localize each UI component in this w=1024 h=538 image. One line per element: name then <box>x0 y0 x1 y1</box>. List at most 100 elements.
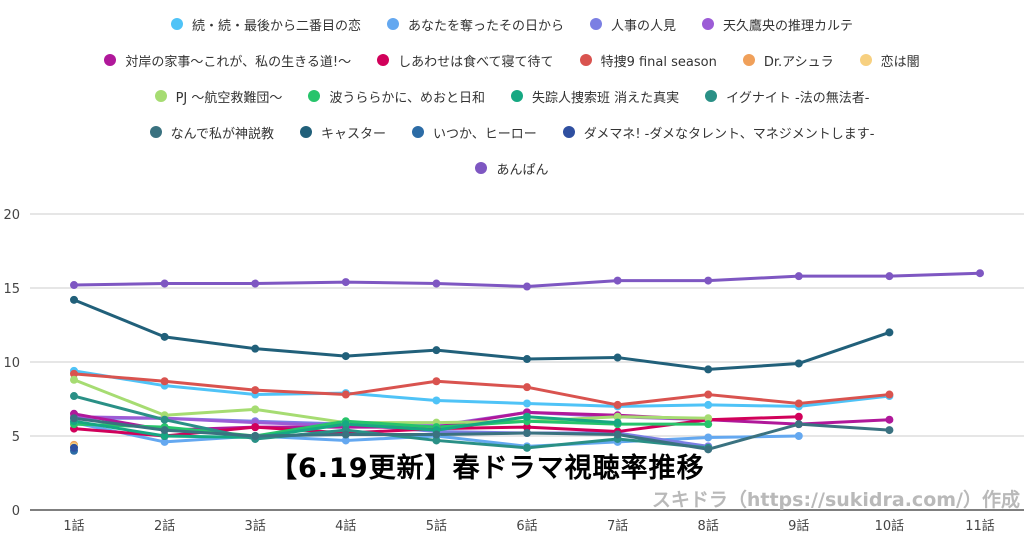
series-line <box>73 369 890 408</box>
data-point[interactable] <box>70 369 78 378</box>
data-point[interactable] <box>613 430 622 439</box>
legend-row: あんぱん <box>0 150 1024 186</box>
legend-item[interactable]: 恋は闇 <box>859 51 920 70</box>
legend-item[interactable]: いつか、ヒーロー <box>411 123 537 142</box>
data-point[interactable] <box>704 276 713 285</box>
data-point[interactable] <box>341 352 350 361</box>
data-point[interactable] <box>613 276 622 285</box>
legend-label: あんぱん <box>496 162 549 178</box>
data-point[interactable] <box>794 272 803 281</box>
data-point[interactable] <box>613 400 622 409</box>
data-point[interactable] <box>341 420 350 429</box>
legend-swatch <box>702 18 715 30</box>
legend-item[interactable]: なんで私が神説教 <box>149 123 274 142</box>
data-point[interactable] <box>885 390 894 399</box>
legend-item[interactable]: あなたを奪ったその日から <box>386 15 564 34</box>
data-point[interactable] <box>613 418 622 427</box>
data-point[interactable] <box>885 426 894 435</box>
data-point[interactable] <box>432 396 441 405</box>
data-point[interactable] <box>160 437 169 446</box>
data-point[interactable] <box>704 445 713 454</box>
data-point[interactable] <box>794 420 803 429</box>
data-point[interactable] <box>160 432 169 440</box>
data-point[interactable] <box>794 412 803 421</box>
data-point[interactable] <box>885 272 894 281</box>
data-point[interactable] <box>341 390 350 399</box>
data-point[interactable] <box>613 353 622 362</box>
data-point[interactable] <box>704 414 713 423</box>
legend-item[interactable]: 失踪人捜索班 消えた真実 <box>511 87 679 106</box>
data-point[interactable] <box>341 278 350 287</box>
data-point[interactable] <box>432 346 441 355</box>
data-point[interactable] <box>523 443 531 452</box>
data-point[interactable] <box>794 399 803 408</box>
data-point[interactable] <box>160 332 169 341</box>
data-point[interactable] <box>704 420 713 429</box>
data-point[interactable] <box>160 426 169 435</box>
data-point[interactable] <box>976 269 984 278</box>
legend-item[interactable]: しあわせは食べて寝て待て <box>377 51 554 70</box>
legend-label: いつか、ヒーロー <box>432 126 537 142</box>
legend-item[interactable]: 続・続・最後から二番目の恋 <box>170 15 361 34</box>
data-point[interactable] <box>70 443 78 452</box>
legend-item[interactable]: ダメマネ! -ダメなタレント、マネジメントします- <box>562 123 874 142</box>
legend-swatch <box>475 162 488 174</box>
data-point[interactable] <box>251 405 260 414</box>
data-point[interactable] <box>432 436 441 445</box>
data-point[interactable] <box>160 415 169 424</box>
data-point[interactable] <box>70 281 78 290</box>
data-point[interactable] <box>70 375 78 384</box>
legend-swatch <box>590 18 602 30</box>
legend-item[interactable]: Dr.アシュラ <box>742 51 834 70</box>
data-point[interactable] <box>251 432 260 440</box>
data-point[interactable] <box>432 377 441 386</box>
legend-item[interactable]: 天久鷹央の推理カルテ <box>702 15 853 34</box>
data-point[interactable] <box>794 432 803 440</box>
data-point[interactable] <box>251 386 260 395</box>
series-line <box>73 372 890 407</box>
data-point[interactable] <box>523 383 531 392</box>
data-point[interactable] <box>70 414 78 423</box>
data-point[interactable] <box>523 399 531 408</box>
data-point[interactable] <box>523 412 531 421</box>
legend-item[interactable]: PJ ～航空救難団～ <box>154 87 282 106</box>
x-tick-label: 3話 <box>245 518 266 534</box>
data-point[interactable] <box>523 423 531 432</box>
data-point[interactable] <box>251 423 260 432</box>
data-point[interactable] <box>523 282 531 291</box>
data-point[interactable] <box>704 400 713 409</box>
x-tick-label: 6話 <box>516 518 537 534</box>
legend-item[interactable]: 特捜9 final season <box>579 51 717 70</box>
data-point[interactable] <box>70 392 78 401</box>
legend-label: 人事の人見 <box>611 18 677 34</box>
legend-item[interactable]: 波うららかに、めおと日和 <box>308 87 485 106</box>
data-point[interactable] <box>523 429 531 438</box>
data-point[interactable] <box>160 279 169 288</box>
y-tick-label: 10 <box>3 356 20 371</box>
data-point[interactable] <box>251 344 260 353</box>
legend-item[interactable]: あんぱん <box>475 159 549 178</box>
data-point[interactable] <box>794 359 803 368</box>
data-point[interactable] <box>160 377 169 386</box>
legend-item[interactable]: イグナイト -法の無法者- <box>705 87 869 106</box>
legend-swatch <box>562 126 575 138</box>
data-point[interactable] <box>704 390 713 399</box>
data-point[interactable] <box>432 279 441 288</box>
data-point[interactable] <box>885 328 894 337</box>
legend-item[interactable]: 対岸の家事～これが、私の生きる道!～ <box>104 51 351 70</box>
x-tick-label: 5話 <box>426 518 447 534</box>
legend-item[interactable]: 人事の人見 <box>590 15 676 34</box>
legend-label: 波うららかに、めおと日和 <box>329 90 486 106</box>
data-point[interactable] <box>432 430 441 439</box>
data-point[interactable] <box>70 295 78 304</box>
data-point[interactable] <box>341 430 350 439</box>
data-point[interactable] <box>885 415 894 424</box>
series-line <box>73 419 709 438</box>
data-point[interactable] <box>523 355 531 364</box>
data-point[interactable] <box>613 412 622 421</box>
data-point[interactable] <box>251 279 260 288</box>
data-point[interactable] <box>341 436 350 445</box>
legend-item[interactable]: キャスター <box>299 123 386 142</box>
data-point[interactable] <box>704 365 713 374</box>
data-point[interactable] <box>704 433 713 442</box>
